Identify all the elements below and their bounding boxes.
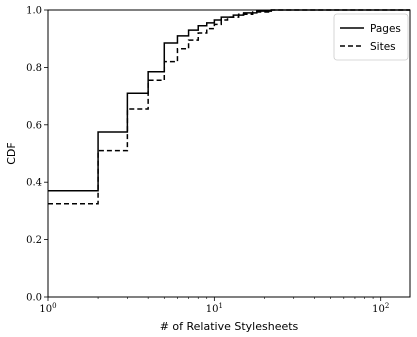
legend-frame	[333, 13, 409, 61]
x-tick-label: 101	[206, 302, 223, 315]
y-tick-label: 0.4	[26, 178, 42, 189]
x-tick-label: 102	[372, 302, 389, 315]
y-tick-label: 0.0	[26, 293, 42, 304]
y-axis-label: CDF	[5, 142, 18, 164]
plot-area	[47, 9, 411, 298]
legend: Pages Sites	[333, 13, 409, 61]
axes-frame	[47, 9, 411, 298]
y-tick-label: 0.6	[26, 120, 42, 131]
series-line-pages	[48, 9, 410, 192]
legend-label-pages: Pages	[370, 23, 401, 35]
y-axis: 0.0 0.2 0.4 0.6 0.8 1.0	[26, 6, 48, 304]
legend-label-sites: Sites	[370, 41, 396, 53]
x-axis: 100 101 102	[39, 297, 389, 315]
y-tick-label: 0.2	[26, 235, 42, 246]
x-axis-label: # of Relative Stylesheets	[160, 320, 299, 333]
y-tick-label: 0.8	[26, 63, 42, 74]
x-tick-label: 100	[39, 302, 56, 315]
y-tick-label: 1.0	[26, 6, 42, 17]
